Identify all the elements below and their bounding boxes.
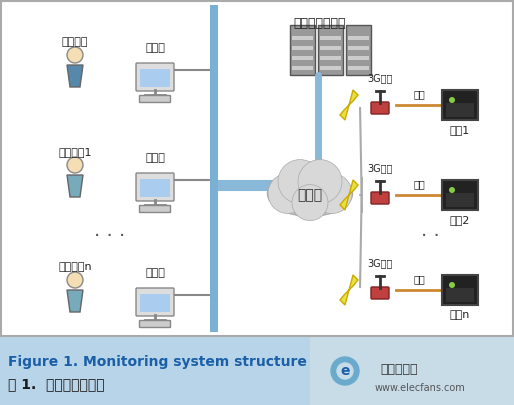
Text: 设备n: 设备n bbox=[450, 310, 470, 320]
FancyBboxPatch shape bbox=[442, 275, 478, 305]
FancyBboxPatch shape bbox=[210, 5, 218, 332]
FancyBboxPatch shape bbox=[292, 46, 313, 50]
Text: e: e bbox=[340, 364, 350, 378]
Circle shape bbox=[298, 160, 342, 204]
Text: 开发人员: 开发人员 bbox=[62, 37, 88, 47]
Text: 设备2: 设备2 bbox=[450, 215, 470, 225]
FancyBboxPatch shape bbox=[136, 63, 174, 91]
Polygon shape bbox=[340, 180, 358, 210]
FancyBboxPatch shape bbox=[371, 287, 389, 299]
Polygon shape bbox=[340, 275, 358, 305]
Polygon shape bbox=[67, 65, 83, 87]
Circle shape bbox=[292, 185, 328, 221]
Text: 串口: 串口 bbox=[413, 274, 425, 284]
FancyBboxPatch shape bbox=[348, 36, 369, 40]
FancyBboxPatch shape bbox=[136, 173, 174, 201]
FancyBboxPatch shape bbox=[446, 103, 474, 117]
FancyBboxPatch shape bbox=[320, 36, 341, 40]
Text: 互联网: 互联网 bbox=[298, 188, 323, 202]
FancyBboxPatch shape bbox=[348, 66, 369, 70]
Circle shape bbox=[67, 157, 83, 173]
Text: 客户端: 客户端 bbox=[145, 153, 165, 163]
Text: 客户端: 客户端 bbox=[145, 43, 165, 53]
Circle shape bbox=[449, 187, 455, 193]
Circle shape bbox=[331, 357, 359, 385]
FancyBboxPatch shape bbox=[139, 205, 171, 213]
Polygon shape bbox=[67, 175, 83, 197]
Text: 设备1: 设备1 bbox=[450, 125, 470, 135]
FancyBboxPatch shape bbox=[346, 25, 371, 75]
Circle shape bbox=[449, 282, 455, 288]
FancyBboxPatch shape bbox=[442, 90, 478, 120]
FancyBboxPatch shape bbox=[442, 180, 478, 210]
Circle shape bbox=[268, 173, 308, 213]
FancyBboxPatch shape bbox=[348, 46, 369, 50]
FancyBboxPatch shape bbox=[318, 25, 343, 75]
FancyBboxPatch shape bbox=[446, 288, 474, 302]
Circle shape bbox=[278, 160, 322, 204]
FancyBboxPatch shape bbox=[292, 36, 313, 40]
Text: 串口: 串口 bbox=[413, 89, 425, 99]
Text: 服务器与数据库: 服务器与数据库 bbox=[293, 17, 346, 30]
Text: Figure 1. Monitoring system structure: Figure 1. Monitoring system structure bbox=[8, 355, 307, 369]
FancyBboxPatch shape bbox=[320, 66, 341, 70]
FancyBboxPatch shape bbox=[139, 96, 171, 102]
FancyBboxPatch shape bbox=[292, 56, 313, 60]
Text: 串口: 串口 bbox=[413, 179, 425, 189]
FancyBboxPatch shape bbox=[292, 66, 313, 70]
Circle shape bbox=[67, 272, 83, 288]
FancyBboxPatch shape bbox=[140, 294, 170, 312]
FancyBboxPatch shape bbox=[446, 193, 474, 207]
FancyBboxPatch shape bbox=[0, 337, 514, 405]
Circle shape bbox=[282, 162, 338, 218]
FancyBboxPatch shape bbox=[140, 69, 170, 87]
Text: 图 1.  监控系统结构图: 图 1. 监控系统结构图 bbox=[8, 377, 105, 391]
Text: 个人客户n: 个人客户n bbox=[58, 262, 92, 272]
Text: www.elecfans.com: www.elecfans.com bbox=[375, 383, 466, 393]
Text: 个人客户1: 个人客户1 bbox=[58, 147, 92, 157]
FancyBboxPatch shape bbox=[290, 25, 315, 75]
FancyBboxPatch shape bbox=[140, 179, 170, 197]
FancyBboxPatch shape bbox=[136, 288, 174, 316]
Circle shape bbox=[67, 47, 83, 63]
FancyBboxPatch shape bbox=[371, 192, 389, 204]
Circle shape bbox=[312, 173, 352, 213]
Text: 客户端: 客户端 bbox=[145, 268, 165, 278]
Circle shape bbox=[337, 363, 353, 379]
Text: 3G终端: 3G终端 bbox=[368, 258, 393, 268]
Text: 3G终端: 3G终端 bbox=[368, 73, 393, 83]
FancyBboxPatch shape bbox=[310, 337, 514, 405]
FancyBboxPatch shape bbox=[371, 102, 389, 114]
FancyBboxPatch shape bbox=[139, 320, 171, 328]
Polygon shape bbox=[340, 90, 358, 120]
Text: 电子发烧友: 电子发烧友 bbox=[380, 363, 417, 376]
Text: 3G终端: 3G终端 bbox=[368, 163, 393, 173]
Polygon shape bbox=[67, 290, 83, 312]
FancyBboxPatch shape bbox=[320, 46, 341, 50]
FancyBboxPatch shape bbox=[348, 56, 369, 60]
Circle shape bbox=[449, 97, 455, 103]
Text: · · ·: · · · bbox=[95, 228, 125, 247]
Ellipse shape bbox=[267, 171, 353, 216]
Text: · ·: · · bbox=[420, 228, 439, 247]
FancyBboxPatch shape bbox=[320, 56, 341, 60]
